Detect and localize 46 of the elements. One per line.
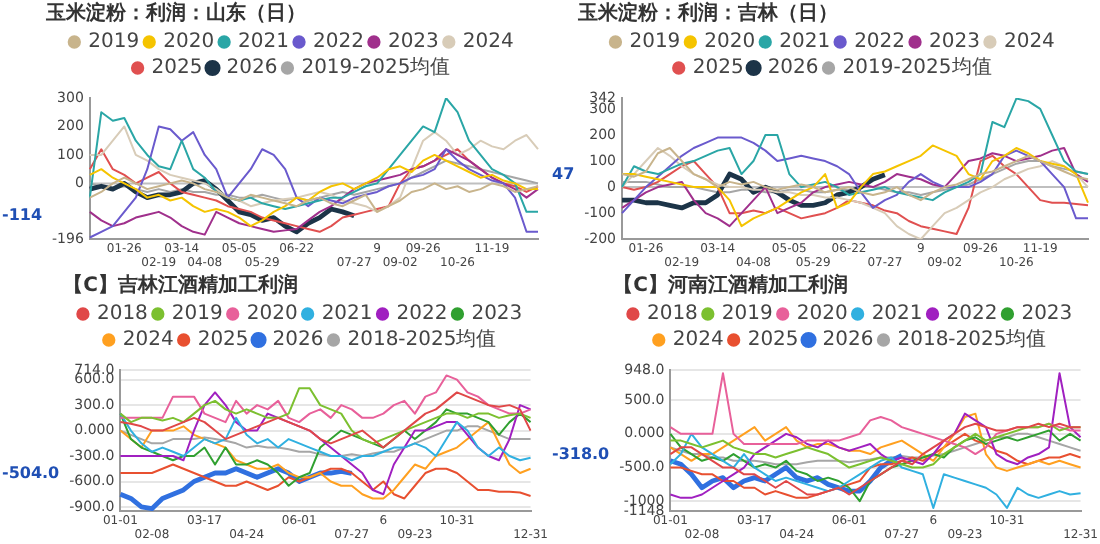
legend-label: 2024 [1003, 31, 1055, 54]
text: -114 [2, 206, 43, 225]
legend-label: 2019-2025均值 [301, 55, 451, 80]
legend-label: 2020 [163, 31, 215, 54]
legend-label: 2019-2025均值 [842, 55, 992, 80]
chart-title: 【C】吉林江酒精加工利润 [63, 273, 298, 298]
legend-label: 2024 [462, 31, 514, 54]
text: 47 [552, 165, 575, 184]
legend-label: 2022 [946, 303, 998, 326]
text: -318.0 [552, 445, 611, 464]
legend-label: 2021 [238, 31, 290, 54]
legend-label: 2024 [122, 329, 174, 352]
legend-label: 2026 [822, 329, 874, 352]
chart-title: 【C】河南江酒精加工利润 [613, 273, 848, 298]
legend-label: 2026 [767, 57, 819, 80]
legend-label: 2020 [796, 303, 848, 326]
legend-label: 2018 [646, 303, 698, 326]
legend-label: 2025 [151, 57, 203, 80]
legend-label: 2023 [929, 31, 980, 54]
legend-label: 2023 [471, 303, 523, 326]
legend-label: 2025 [692, 57, 744, 80]
legend-label: 2026 [226, 57, 278, 80]
legend-label: 2024 [672, 329, 724, 352]
legend-label: 2023 [387, 31, 439, 54]
legend-label: 2023 [1021, 303, 1073, 326]
legend-label: 2021 [779, 31, 831, 54]
legend-label: 2018-2025均值 [347, 327, 497, 352]
legend-label: 2022 [313, 31, 364, 54]
legend-label: 2019 [629, 31, 681, 54]
legend-label: 2025 [747, 329, 799, 352]
legend-label: 2020 [704, 31, 756, 54]
legend-label: 2026 [272, 329, 324, 352]
legend-label: 2020 [246, 303, 298, 326]
legend-label: 2021 [871, 303, 923, 326]
legend-label: 2019 [171, 303, 223, 326]
legend-label: 2022 [854, 31, 906, 54]
chart-title: 玉米淀粉：利润：吉林（日） [576, 1, 839, 26]
chart-title: 玉米淀粉：利润：山东（日） [44, 1, 307, 26]
legend-label: 2022 [396, 303, 448, 326]
legend-label: 2018 [96, 303, 148, 326]
legend-label: 2019 [721, 303, 773, 326]
legend-label: 2018-2025均值 [897, 327, 1047, 352]
legend-label: 2021 [321, 303, 373, 326]
legend-label: 2025 [197, 329, 249, 352]
legend-label: 2019 [88, 31, 140, 54]
text: -504.0 [2, 463, 61, 482]
